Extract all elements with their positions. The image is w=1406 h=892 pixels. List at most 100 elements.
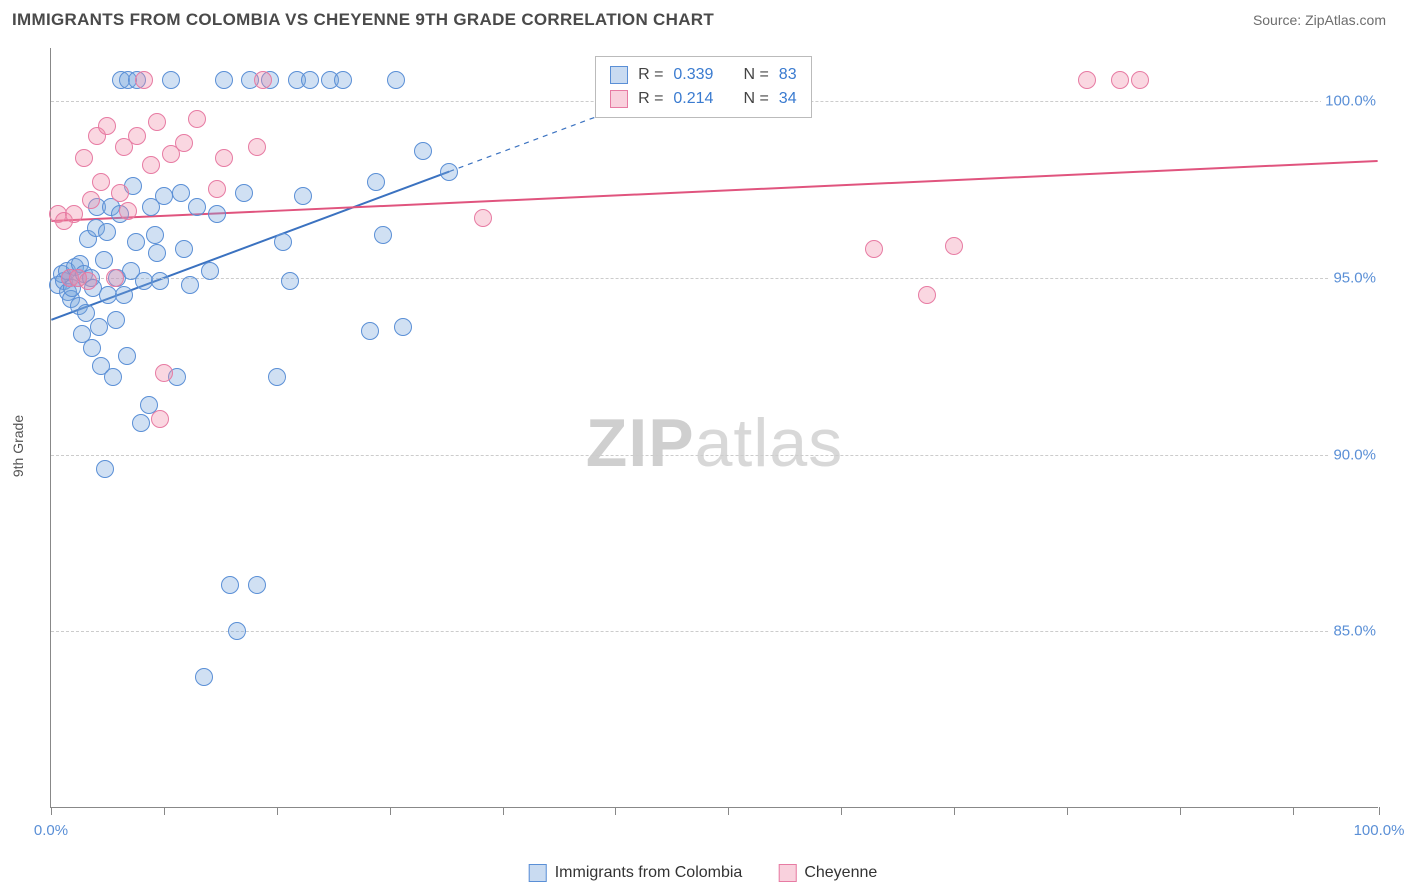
data-point	[414, 142, 432, 160]
x-tick	[954, 807, 955, 815]
scatter-plot-area: ZIPatlas 85.0%90.0%95.0%100.0%0.0%100.0%…	[50, 48, 1378, 808]
stat-n-label: N =	[743, 87, 768, 111]
data-point	[394, 318, 412, 336]
data-point	[301, 71, 319, 89]
data-point	[440, 163, 458, 181]
data-point	[248, 576, 266, 594]
data-point	[119, 202, 137, 220]
chart-title: IMMIGRANTS FROM COLOMBIA VS CHEYENNE 9TH…	[12, 10, 714, 30]
data-point	[228, 622, 246, 640]
legend-swatch-icon	[529, 864, 547, 882]
data-point	[374, 226, 392, 244]
data-point	[195, 668, 213, 686]
data-point	[221, 576, 239, 594]
data-point	[92, 173, 110, 191]
data-point	[175, 134, 193, 152]
data-point	[188, 198, 206, 216]
data-point	[107, 311, 125, 329]
data-point	[82, 191, 100, 209]
data-point	[98, 117, 116, 135]
data-point	[142, 156, 160, 174]
data-point	[274, 233, 292, 251]
data-point	[118, 347, 136, 365]
data-point	[215, 71, 233, 89]
correlation-stats-box: R =0.339N =83R =0.214N =34	[595, 56, 812, 118]
data-point	[162, 71, 180, 89]
stat-n-value: 34	[779, 87, 797, 111]
source-attribution: Source: ZipAtlas.com	[1253, 12, 1386, 28]
data-point	[367, 173, 385, 191]
stat-r-label: R =	[638, 63, 663, 87]
data-point	[281, 272, 299, 290]
data-point	[115, 286, 133, 304]
data-point	[83, 339, 101, 357]
y-tick-label: 90.0%	[1329, 446, 1380, 463]
x-tick	[503, 807, 504, 815]
gridline	[51, 631, 1378, 632]
data-point	[181, 276, 199, 294]
legend-item-colombia: Immigrants from Colombia	[529, 864, 743, 882]
data-point	[127, 233, 145, 251]
x-tick	[615, 807, 616, 815]
data-point	[106, 269, 124, 287]
y-tick-label: 85.0%	[1329, 623, 1380, 640]
legend-swatch-icon	[778, 864, 796, 882]
data-point	[474, 209, 492, 227]
bottom-legend: Immigrants from Colombia Cheyenne	[529, 864, 878, 882]
data-point	[155, 364, 173, 382]
legend-label: Cheyenne	[804, 864, 877, 882]
data-point	[215, 149, 233, 167]
x-tick	[277, 807, 278, 815]
stat-r-value: 0.339	[673, 63, 713, 87]
data-point	[208, 205, 226, 223]
gridline	[51, 455, 1378, 456]
x-tick	[51, 807, 52, 815]
data-point	[1111, 71, 1129, 89]
legend-label: Immigrants from Colombia	[555, 864, 743, 882]
data-point	[334, 71, 352, 89]
gridline	[51, 278, 1378, 279]
x-tick-label: 100.0%	[1354, 822, 1405, 839]
data-point	[148, 244, 166, 262]
data-point	[294, 187, 312, 205]
data-point	[132, 414, 150, 432]
data-point	[865, 240, 883, 258]
x-tick	[164, 807, 165, 815]
y-tick-label: 95.0%	[1329, 269, 1380, 286]
trend-lines-layer	[51, 48, 1378, 807]
x-tick	[728, 807, 729, 815]
x-tick	[1293, 807, 1294, 815]
x-tick-label: 0.0%	[34, 822, 68, 839]
data-point	[77, 304, 95, 322]
data-point	[235, 184, 253, 202]
data-point	[111, 184, 129, 202]
data-point	[148, 113, 166, 131]
x-tick	[841, 807, 842, 815]
data-point	[387, 71, 405, 89]
data-point	[175, 240, 193, 258]
stat-r-value: 0.214	[673, 87, 713, 111]
stat-swatch-icon	[610, 66, 628, 84]
data-point	[248, 138, 266, 156]
data-point	[90, 318, 108, 336]
x-tick	[1379, 807, 1380, 815]
stat-row: R =0.339N =83	[610, 63, 797, 87]
data-point	[146, 226, 164, 244]
data-point	[128, 127, 146, 145]
data-point	[104, 368, 122, 386]
data-point	[151, 410, 169, 428]
legend-item-cheyenne: Cheyenne	[778, 864, 877, 882]
data-point	[172, 184, 190, 202]
x-tick	[1067, 807, 1068, 815]
stat-r-label: R =	[638, 87, 663, 111]
data-point	[201, 262, 219, 280]
data-point	[151, 272, 169, 290]
data-point	[918, 286, 936, 304]
data-point	[95, 251, 113, 269]
data-point	[65, 205, 83, 223]
data-point	[1131, 71, 1149, 89]
data-point	[155, 187, 173, 205]
data-point	[188, 110, 206, 128]
y-tick-label: 100.0%	[1321, 93, 1380, 110]
data-point	[96, 460, 114, 478]
